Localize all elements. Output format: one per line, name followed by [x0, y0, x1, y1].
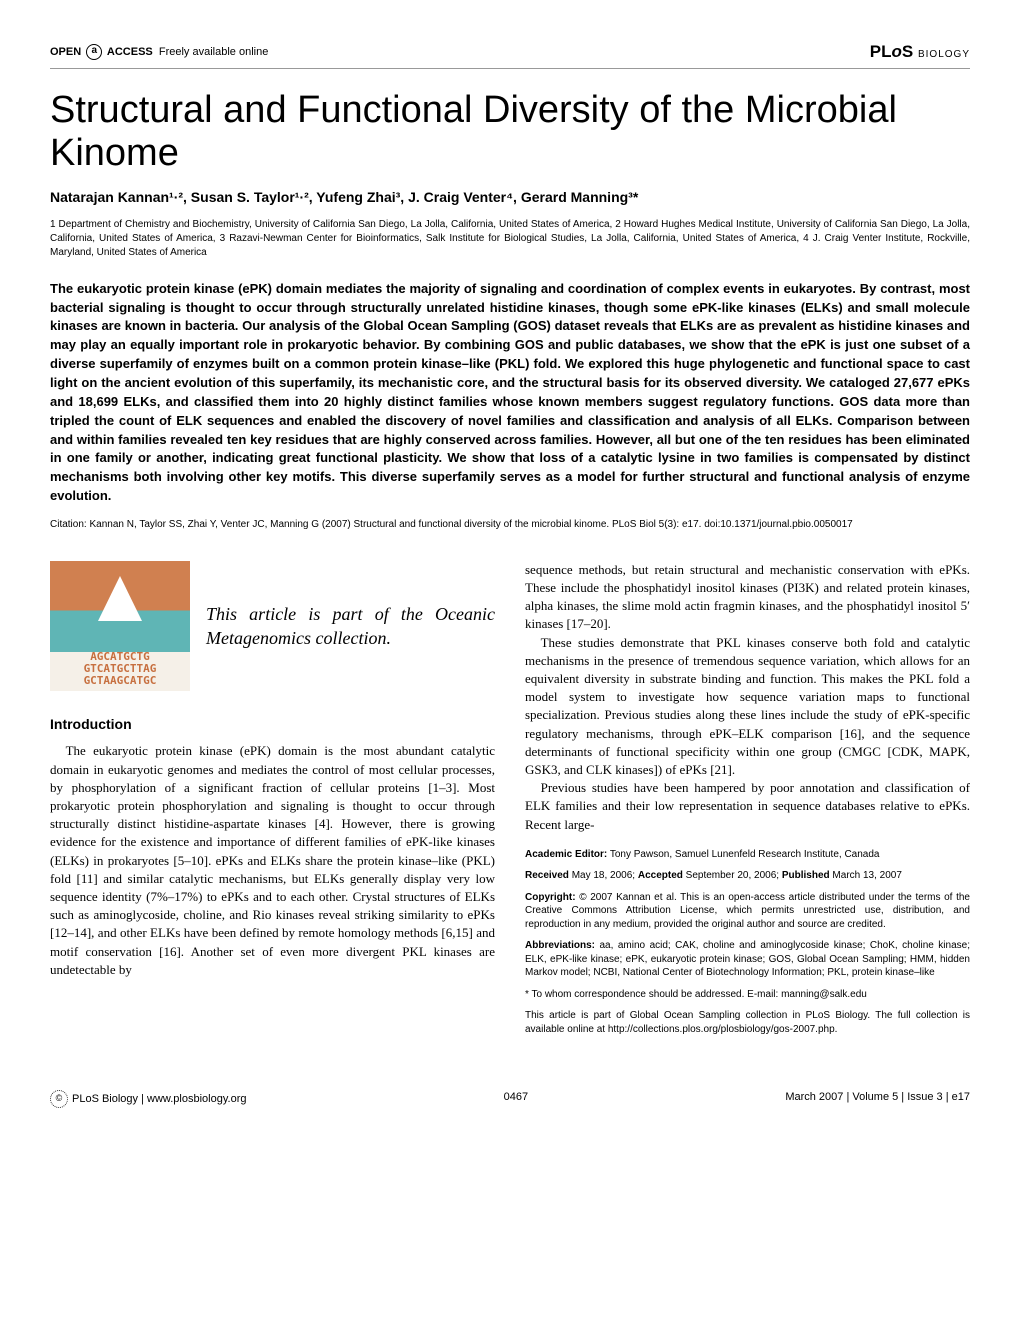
published-value: March 13, 2007	[832, 870, 902, 881]
open-text: OPEN	[50, 46, 81, 58]
intro-paragraph-1: The eukaryotic protein kinase (ePK) doma…	[50, 742, 495, 978]
plos-logo: PLoS BIOLOGY	[870, 40, 970, 64]
right-column: sequence methods, but retain structural …	[525, 561, 970, 1044]
body-columns: This article is part of the Oceanic Meta…	[50, 561, 970, 1044]
accepted-label: Accepted	[638, 870, 683, 881]
editor-label: Academic Editor:	[525, 849, 607, 860]
copyright: Copyright: © 2007 Kannan et al. This is …	[525, 891, 970, 932]
editor-value: Tony Pawson, Samuel Lunenfeld Research I…	[610, 849, 880, 860]
col2-paragraph-2: These studies demonstrate that PKL kinas…	[525, 634, 970, 780]
corresponding-author: * To whom correspondence should be addre…	[525, 988, 970, 1002]
abbreviations: Abbreviations: aa, amino acid; CAK, chol…	[525, 939, 970, 980]
col2-paragraph-3: Previous studies have been hampered by p…	[525, 779, 970, 834]
copyright-value: © 2007 Kannan et al. This is an open-acc…	[525, 892, 970, 930]
left-column: This article is part of the Oceanic Meta…	[50, 561, 495, 1044]
abbrev-label: Abbreviations:	[525, 940, 595, 951]
plos-pl: PL	[870, 42, 892, 61]
col2-paragraph-1: sequence methods, but retain structural …	[525, 561, 970, 634]
received-value: May 18, 2006;	[572, 870, 635, 881]
page-header: OPEN a ACCESS Freely available online PL…	[50, 40, 970, 69]
freely-text: Freely available online	[159, 46, 268, 58]
footer-left: © PLoS Biology | www.plosbiology.org	[50, 1090, 246, 1108]
open-access-icon: a	[86, 44, 102, 60]
authors: Natarajan Kannan¹·², Susan S. Taylor¹·²,…	[50, 188, 970, 208]
copyright-label: Copyright:	[525, 892, 576, 903]
plos-biology: BIOLOGY	[918, 49, 970, 60]
article-title: Structural and Functional Diversity of t…	[50, 89, 970, 176]
plos-s: S	[902, 42, 913, 61]
received-label: Received	[525, 870, 569, 881]
cc-icon: ©	[50, 1090, 68, 1108]
collection-callout: This article is part of the Oceanic Meta…	[50, 561, 495, 691]
collection-note: This article is part of Global Ocean Sam…	[525, 1009, 970, 1036]
footer-left-text: PLoS Biology | www.plosbiology.org	[72, 1093, 246, 1105]
open-access-label: OPEN a ACCESS Freely available online	[50, 44, 268, 60]
dates: Received May 18, 2006; Accepted Septembe…	[525, 869, 970, 883]
affiliations: 1 Department of Chemistry and Biochemist…	[50, 218, 970, 260]
citation: Citation: Kannan N, Taylor SS, Zhai Y, V…	[50, 518, 970, 531]
academic-editor: Academic Editor: Tony Pawson, Samuel Lun…	[525, 848, 970, 862]
collection-image	[50, 561, 190, 691]
metadata-block: Academic Editor: Tony Pawson, Samuel Lun…	[525, 848, 970, 1037]
collection-text: This article is part of the Oceanic Meta…	[206, 602, 495, 651]
footer-right: March 2007 | Volume 5 | Issue 3 | e17	[785, 1090, 970, 1108]
page-footer: © PLoS Biology | www.plosbiology.org 0467…	[50, 1084, 970, 1108]
footer-center: 0467	[504, 1090, 528, 1108]
plos-o: o	[892, 42, 902, 61]
introduction-heading: Introduction	[50, 715, 495, 735]
accepted-value: September 20, 2006;	[686, 870, 779, 881]
abstract: The eukaryotic protein kinase (ePK) doma…	[50, 280, 970, 506]
access-text: ACCESS	[107, 46, 153, 58]
published-label: Published	[782, 870, 830, 881]
